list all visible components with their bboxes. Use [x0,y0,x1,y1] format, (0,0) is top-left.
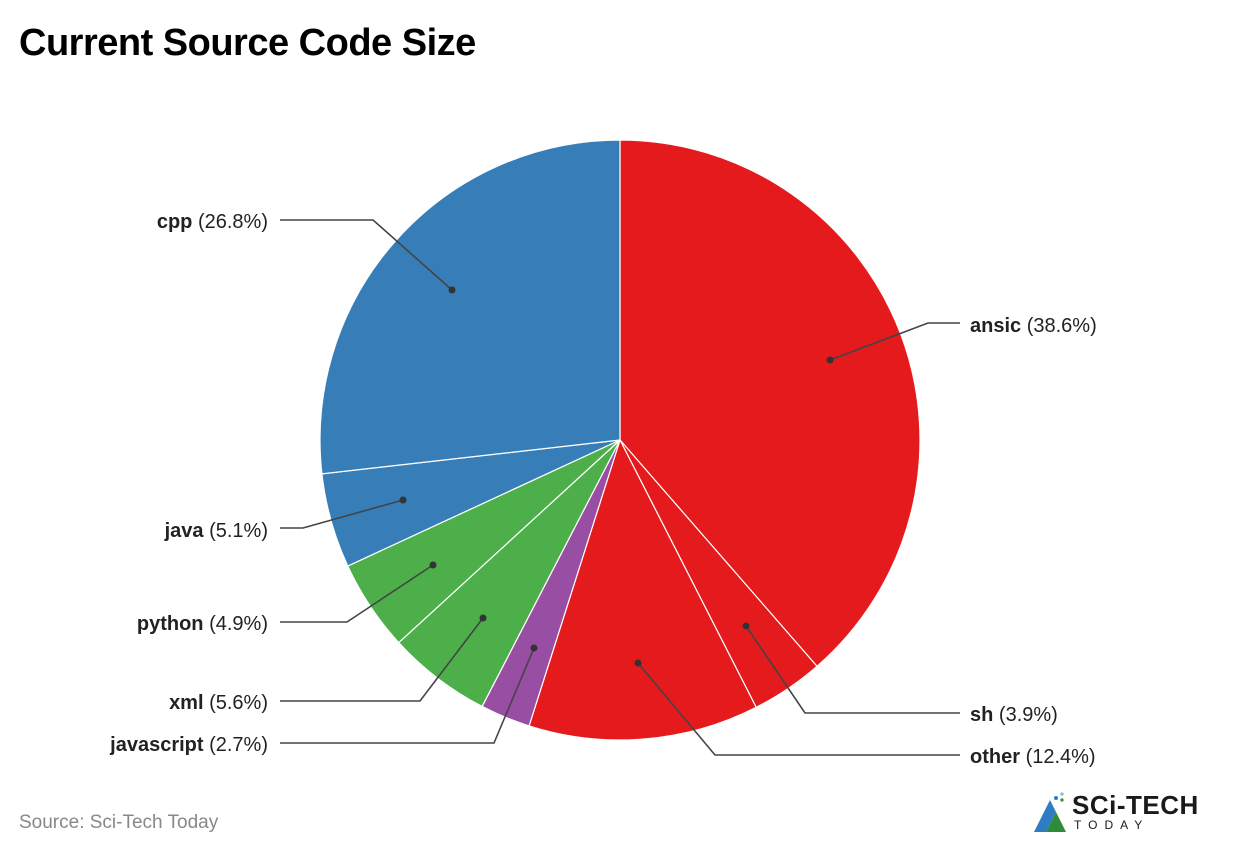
leader-dot-other [634,659,642,667]
leader-line-sh [745,625,960,714]
pie-labels: ansic (38.6%) sh (3.9%) other (12.4%) ja… [109,211,1097,768]
slice-cpp [319,139,621,475]
leader-line-javascript [280,647,535,744]
label-python: python (4.9%) [137,613,268,635]
chart-title: Current Source Code Size [19,22,476,64]
leader-line-xml [280,617,484,702]
slice-other [528,438,758,741]
leader-line-ansic [829,322,960,361]
slice-ansic [619,139,921,668]
label-ansic: ansic (38.6%) [970,315,1097,337]
sci-tech-today-logo: SCi-TECH TODAY [1032,790,1222,836]
label-other: other (12.4%) [970,746,1096,768]
label-cpp: cpp (26.8%) [157,211,268,233]
label-xml: xml (5.6%) [169,692,268,714]
leader-line-python [280,564,434,623]
logo-text: SCi-TECH [1072,790,1199,820]
leader-dot-python [429,561,437,569]
label-java: java (5.1%) [164,520,268,542]
leader-dot-xml [479,614,487,622]
pie-slices [319,139,921,741]
pie-callouts [280,219,960,756]
leader-dot-java [399,496,407,504]
leader-line-cpp [280,219,453,291]
leader-dot-javascript [530,644,538,652]
leader-dot-sh [742,622,750,630]
label-javascript: javascript (2.7%) [109,734,268,756]
source-note: Source: Sci-Tech Today [19,812,219,833]
logo-subtext: TODAY [1074,818,1150,832]
leader-line-other [637,662,960,756]
leader-dot-cpp [448,286,456,294]
leader-line-java [280,499,404,529]
label-sh: sh (3.9%) [970,704,1058,726]
leader-dot-ansic [826,356,834,364]
logo-mark-icon [1034,792,1066,832]
